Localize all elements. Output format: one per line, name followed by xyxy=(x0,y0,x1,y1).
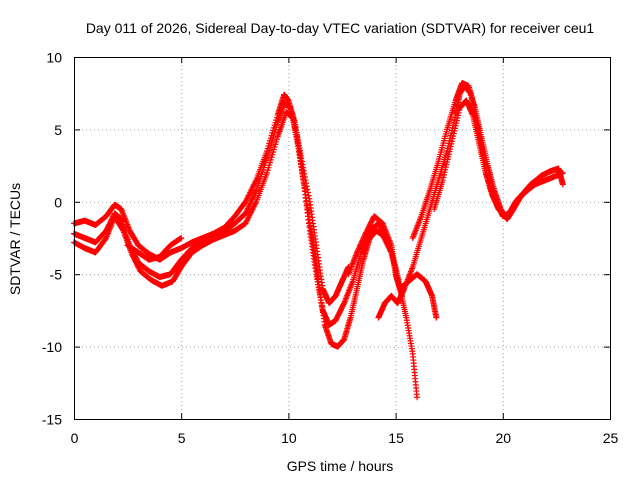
data-points xyxy=(71,80,566,401)
data-point xyxy=(433,314,440,321)
data-point xyxy=(354,249,361,256)
x-tick-label: 15 xyxy=(388,430,404,446)
data-point xyxy=(359,237,366,244)
x-tick-label: 10 xyxy=(281,430,297,446)
y-tick-label: 0 xyxy=(54,194,62,210)
data-point xyxy=(360,234,367,241)
y-tick-label: 10 xyxy=(46,50,62,66)
x-tick-label: 25 xyxy=(603,430,619,446)
data-point xyxy=(559,181,566,188)
data-point xyxy=(355,245,362,252)
x-tick-label: 5 xyxy=(178,430,186,446)
data-point xyxy=(361,233,368,240)
data-point xyxy=(357,241,364,248)
x-axis-label: GPS time / hours xyxy=(287,458,394,474)
series-satellite-arc-4 xyxy=(124,235,185,263)
y-axis-ticks: -15 -10 -5 0 5 10 xyxy=(42,50,610,428)
data-point xyxy=(522,187,529,194)
x-tick-label: 0 xyxy=(71,430,79,446)
x-axis-ticks: 0 5 10 15 20 25 xyxy=(71,57,619,446)
chart-title: Day 011 of 2026, Sidereal Day-to-day VTE… xyxy=(86,20,595,36)
series-satellite-arc-8 xyxy=(431,97,530,220)
data-point xyxy=(354,248,361,255)
data-point xyxy=(522,188,529,195)
data-point xyxy=(340,301,347,308)
data-point xyxy=(523,187,530,194)
series-satellite-arc-2 xyxy=(71,100,406,328)
y-axis-label: SDTVAR / TECUs xyxy=(7,183,23,295)
y-tick-label: -15 xyxy=(42,412,62,428)
data-point xyxy=(358,240,365,247)
data-point xyxy=(357,242,364,249)
plot-frame xyxy=(74,57,611,420)
x-tick-label: 20 xyxy=(496,430,512,446)
series-satellite-arc-3 xyxy=(71,109,421,401)
data-point xyxy=(414,394,421,401)
y-tick-label: -10 xyxy=(42,339,62,355)
data-point xyxy=(355,246,362,253)
data-point xyxy=(358,238,365,245)
data-point xyxy=(356,244,363,251)
data-point xyxy=(178,235,185,241)
data-point xyxy=(119,226,126,233)
data-point xyxy=(360,236,367,243)
y-tick-label: -5 xyxy=(50,267,63,283)
y-tick-label: 5 xyxy=(54,122,62,138)
